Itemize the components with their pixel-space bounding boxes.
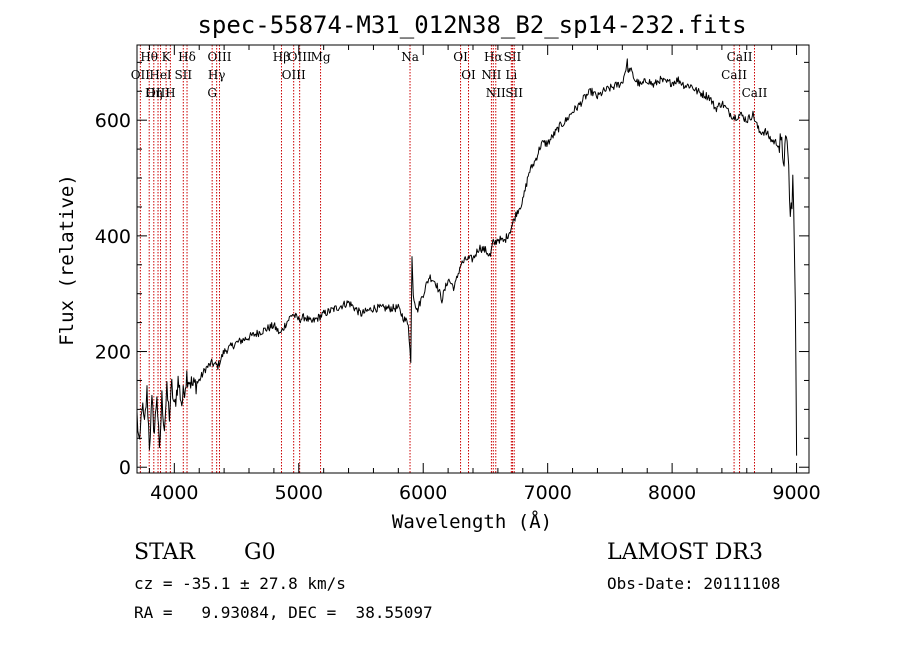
x-tick-label: 7000 xyxy=(523,482,571,504)
y-tick-label: 600 xyxy=(95,110,131,132)
spectral-line-label: HeI xyxy=(149,68,172,82)
spectral-line-label: Hη xyxy=(145,86,163,100)
spectral-line-label: K xyxy=(162,50,172,64)
spectral-line-label: H xyxy=(165,86,175,100)
spectral-line-label: SII xyxy=(504,50,522,64)
spectral-line-label: Mg xyxy=(311,50,331,64)
spectral-line-label: NII xyxy=(486,86,506,100)
spectral-line-label: OI xyxy=(461,68,476,82)
spectral-line-label: OIII xyxy=(288,50,312,64)
x-axis-label: Wavelength (Å) xyxy=(392,510,552,533)
flux-spectrum-line xyxy=(136,58,798,456)
spectral-line-label: Hβ xyxy=(273,50,290,64)
chart-title: spec-55874-M31_012N38_B2_sp14-232.fits xyxy=(197,11,746,39)
spectral-line-label: Hδ xyxy=(178,50,196,64)
y-tick-label: 400 xyxy=(95,226,131,248)
spectral-line-label: Hθ xyxy=(140,50,158,64)
x-tick-label: 5000 xyxy=(275,482,323,504)
spectral-line-label: Hγ xyxy=(208,68,226,82)
spectral-line-label: Hα xyxy=(484,50,503,64)
spectral-line-label: Na xyxy=(401,50,419,64)
spectral-line-label: G xyxy=(207,86,217,100)
spectral-line-label: Li xyxy=(505,68,517,82)
spectral-line-label: SII xyxy=(505,86,523,100)
x-tick-label: 4000 xyxy=(150,482,198,504)
y-axis-label: Flux (relative) xyxy=(56,174,78,346)
spectral-line-label: OIII xyxy=(207,50,231,64)
spectral-line-label: OII xyxy=(131,68,151,82)
survey-name: LAMOST DR3 xyxy=(607,540,763,565)
spectral-line-label: CaII xyxy=(727,50,753,64)
object-subclass: G0 xyxy=(244,540,276,565)
spectral-line-label: NII xyxy=(481,68,501,82)
spectral-line-label: CaII xyxy=(742,86,768,100)
spectral-line-label: CaII xyxy=(721,68,747,82)
spectral-line-label: OIII xyxy=(146,86,170,100)
redshift-value: cz = -35.1 ± 27.8 km/s xyxy=(134,574,346,593)
coordinates: RA = 9.93084, DEC = 38.55097 xyxy=(134,603,433,622)
x-tick-label: 6000 xyxy=(399,482,447,504)
axes-layer: 4000 5000 6000 7000 8000 9000 0 200 400 600 xyxy=(95,45,821,504)
y-tick-label: 0 xyxy=(119,457,131,479)
spectral-line-label: SII xyxy=(174,68,192,82)
object-class: STAR xyxy=(134,540,195,565)
series-layer xyxy=(136,58,798,456)
y-tick-label: 200 xyxy=(95,342,131,364)
spectral-line-label: OIII xyxy=(282,68,306,82)
spectral-line-label: OI xyxy=(453,50,468,64)
x-tick-label: 8000 xyxy=(648,482,696,504)
observation-date: Obs-Date: 20111108 xyxy=(607,574,781,593)
x-tick-label: 9000 xyxy=(772,482,820,504)
